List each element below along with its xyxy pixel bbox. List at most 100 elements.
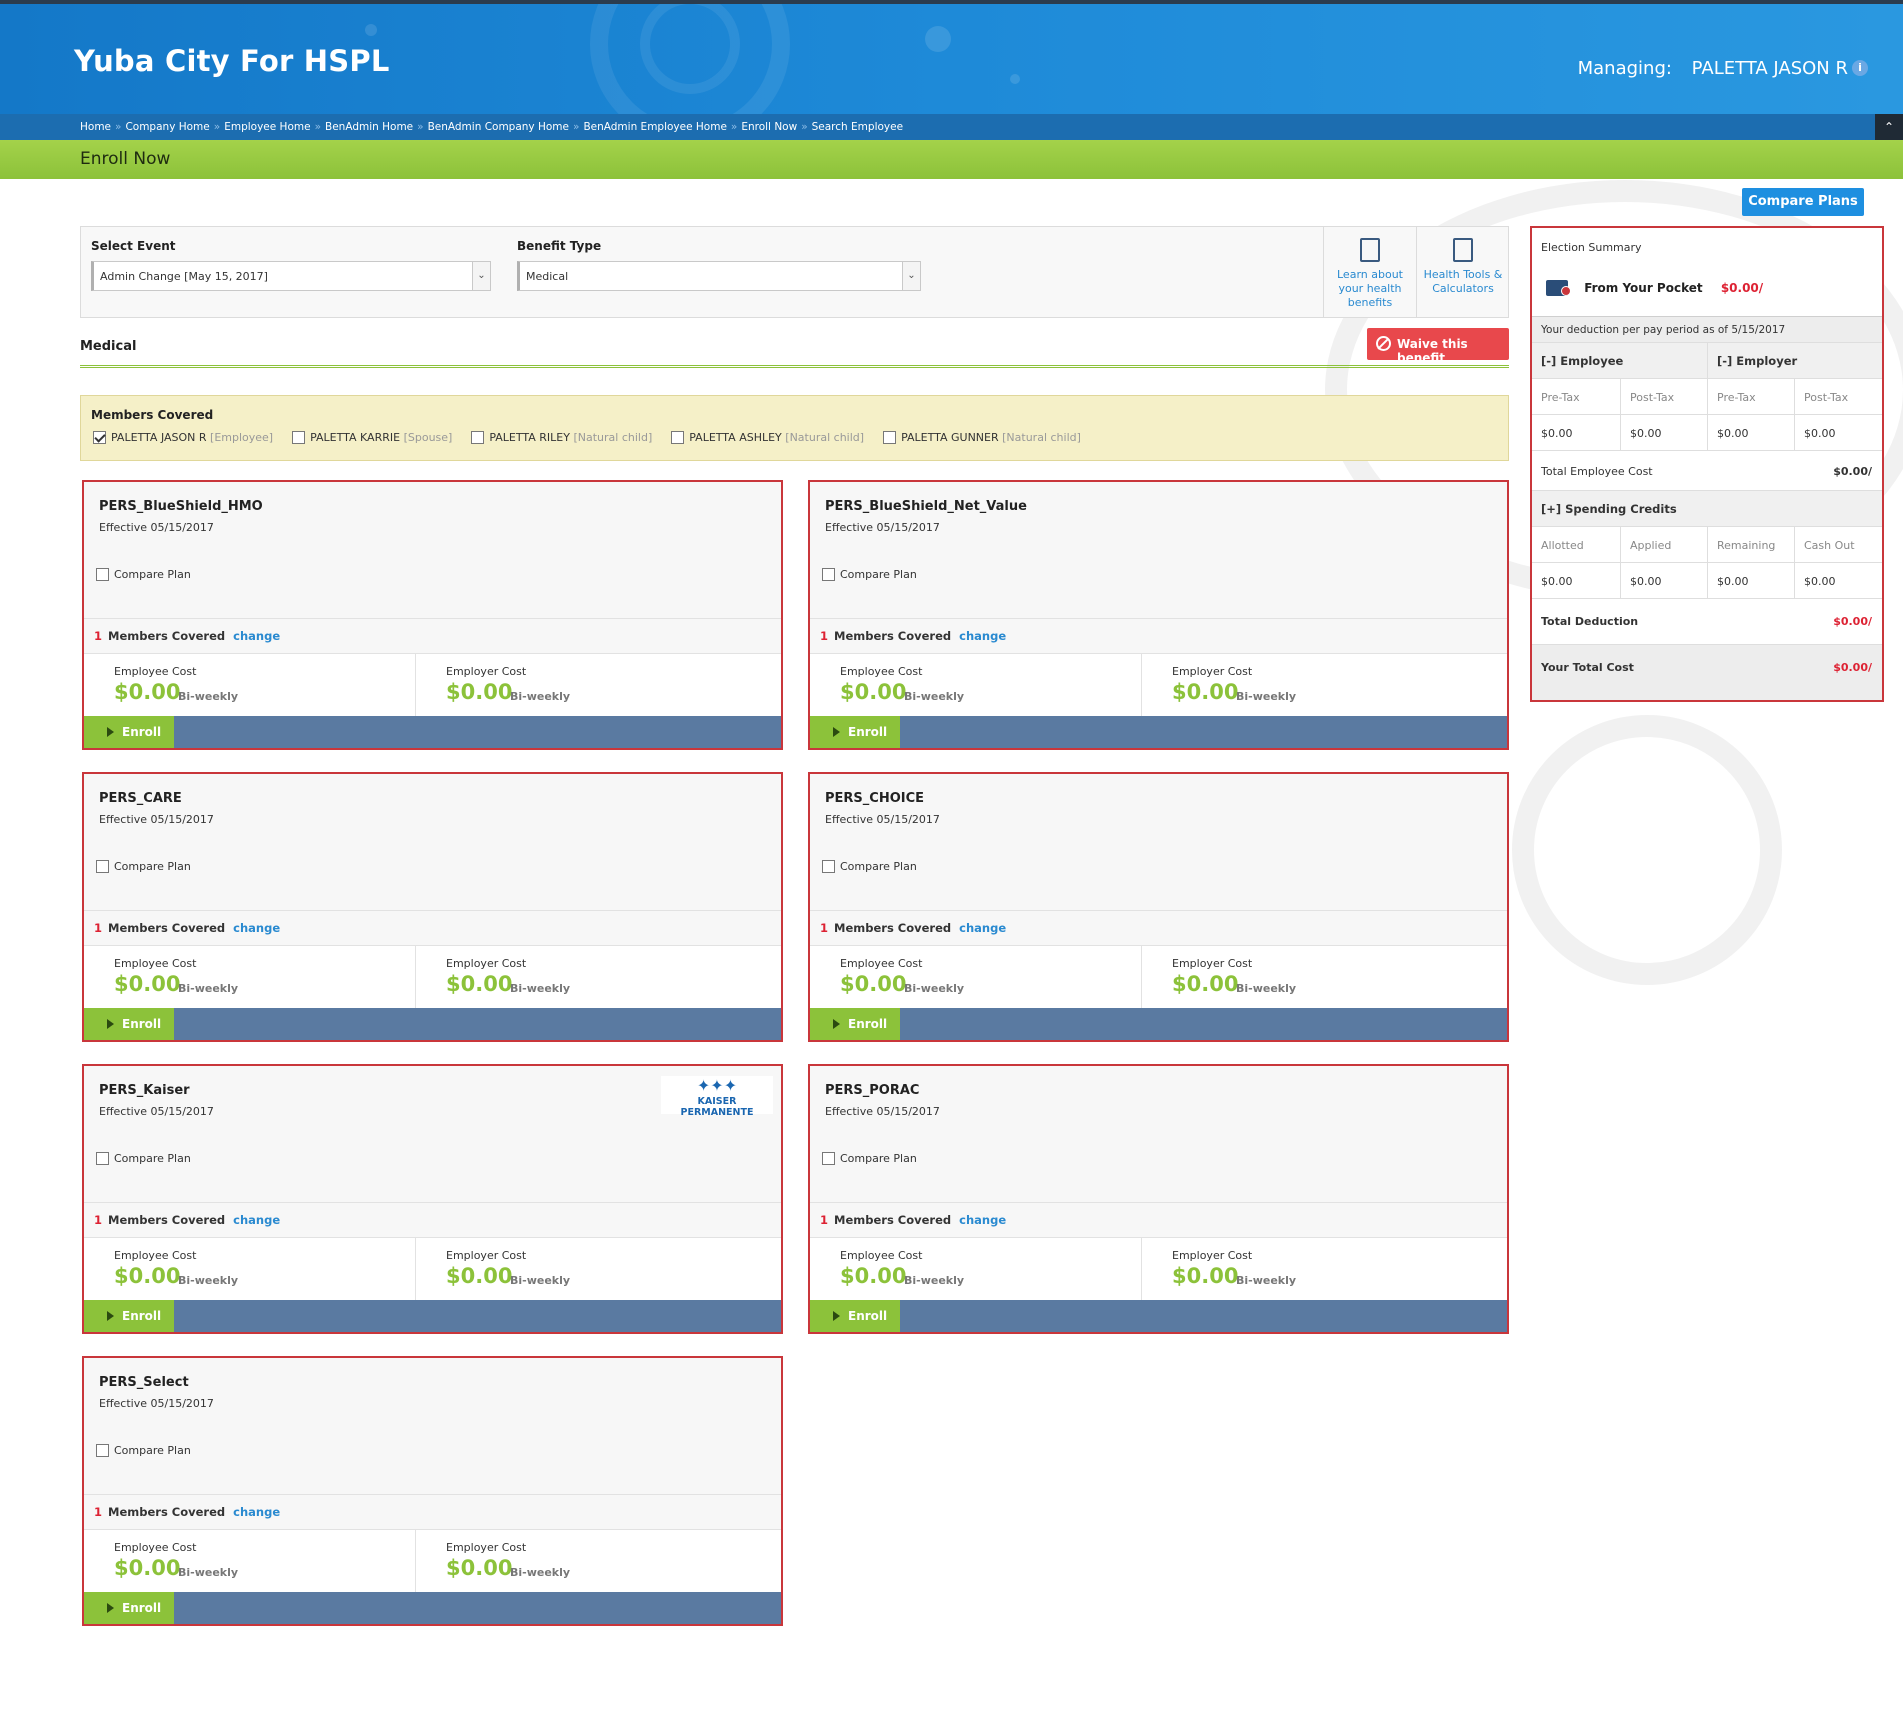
breadcrumb-link[interactable]: BenAdmin Employee Home (583, 121, 727, 133)
compare-plan-option: Compare Plan (96, 1444, 191, 1457)
plan-card: PERS_BlueShield_Net_Value Effective 05/15… (808, 480, 1509, 750)
breadcrumb-items: Home» Company Home» Employee Home» BenAdmin… (80, 121, 903, 133)
plan-effective-date: Effective 05/15/2017 (99, 1397, 214, 1410)
employer-header[interactable]: [-] Employer (1707, 343, 1882, 378)
waive-benefit-button[interactable]: Waive this benefit (1367, 328, 1509, 365)
learn-benefits-link[interactable]: Learn about your health benefits (1323, 227, 1416, 317)
from-pocket: From Your Pocket $0.00/ (1546, 280, 1763, 296)
members-covered-label: Members Covered (108, 629, 226, 643)
employee-cost: Employee Cost $0.00 Bi-weekly (84, 1238, 416, 1300)
breadcrumb-separator: » (801, 121, 808, 133)
employee-cost-label: Employee Cost (114, 957, 197, 970)
collapse-header-button[interactable]: ⌃ (1875, 114, 1903, 140)
compare-plan-checkbox[interactable] (822, 1152, 835, 1165)
enroll-button[interactable]: Enroll (810, 1008, 900, 1040)
employee-cost-label: Employee Cost (114, 1541, 197, 1554)
employee-cost-value: $0.00 (114, 1556, 181, 1580)
change-members-link[interactable]: change (233, 629, 281, 643)
plan-card: PERS_Select Effective 05/15/2017 Compare P… (82, 1356, 783, 1626)
total-deduction-row: Total Deduction $0.00/ (1532, 598, 1882, 644)
employee-pre-tax-label: Pre-Tax (1541, 391, 1580, 404)
plan-card: PERS_CHOICE Effective 05/15/2017 Compare P… (808, 772, 1509, 1042)
election-summary-title: Election Summary (1541, 241, 1642, 254)
allotted-value: $0.00 (1541, 575, 1573, 588)
election-summary: Election Summary From Your Pocket $0.00/… (1530, 226, 1884, 702)
members-list: PALETTA JASON R [Employee] PALETTA KARRIE… (93, 431, 1100, 444)
spending-credits-header[interactable]: [+] Spending Credits (1541, 502, 1677, 516)
compare-plan-label: Compare Plan (114, 568, 191, 581)
compare-plan-checkbox[interactable] (96, 568, 109, 581)
employee-cost-frequency: Bi-weekly (178, 690, 239, 703)
employer-post-tax-value: $0.00 (1794, 415, 1882, 450)
from-pocket-value: $0.00/ (1720, 281, 1764, 295)
employee-cost-value: $0.00 (840, 680, 907, 704)
compare-plan-checkbox[interactable] (822, 568, 835, 581)
breadcrumb-link[interactable]: Enroll Now (741, 121, 798, 133)
from-pocket-label: From Your Pocket (1584, 281, 1703, 295)
managing-name[interactable]: PALETTA JASON R (1691, 58, 1848, 79)
breadcrumb-separator: » (213, 121, 221, 133)
applied-value: $0.00 (1620, 563, 1707, 598)
employer-cost-value: $0.00 (446, 972, 513, 996)
info-icon[interactable]: i (1852, 60, 1868, 76)
member-checkbox[interactable] (292, 431, 306, 444)
member-checkbox[interactable] (883, 431, 897, 444)
compare-plan-checkbox[interactable] (96, 1152, 109, 1165)
enroll-button[interactable]: Enroll (810, 716, 900, 748)
plan-name: PERS_PORAC (825, 1083, 920, 1098)
spending-credits-row: [+] Spending Credits (1532, 490, 1882, 526)
plan-name: PERS_BlueShield_Net_Value (825, 499, 1027, 514)
change-members-link[interactable]: change (959, 1213, 1007, 1227)
enroll-button[interactable]: Enroll (84, 716, 174, 748)
employer-cost-value: $0.00 (1172, 972, 1239, 996)
tax-values-row: $0.00 $0.00 $0.00 $0.00 (1532, 414, 1882, 450)
breadcrumb-link[interactable]: Company Home (125, 121, 210, 133)
compare-plan-option: Compare Plan (96, 860, 191, 873)
benefit-type-dropdown[interactable]: Medical ⌄ (517, 261, 921, 291)
employee-cost-frequency: Bi-weekly (178, 1274, 239, 1287)
members-covered-row: 1 Members Covered change (810, 1202, 1507, 1238)
enroll-button[interactable]: Enroll (84, 1008, 174, 1040)
change-members-link[interactable]: change (959, 629, 1007, 643)
compare-plan-checkbox[interactable] (96, 1444, 109, 1457)
member-checkbox[interactable] (671, 431, 685, 444)
enroll-button[interactable]: Enroll (810, 1300, 900, 1332)
employee-cost-value: $0.00 (114, 680, 181, 704)
employer-cost: Employer Cost $0.00 Bi-weekly (416, 654, 748, 716)
change-members-link[interactable]: change (233, 1213, 281, 1227)
health-tools-link[interactable]: Health Tools & Calculators (1416, 227, 1509, 317)
compare-plan-checkbox[interactable] (822, 860, 835, 873)
employer-cost-frequency: Bi-weekly (510, 1566, 571, 1579)
benefit-type-value: Medical (526, 270, 569, 283)
enroll-button[interactable]: Enroll (84, 1592, 174, 1624)
applied-label: Applied (1620, 527, 1707, 562)
compare-plans-button[interactable]: Compare Plans (1742, 188, 1864, 216)
compare-plan-label: Compare Plan (114, 860, 191, 873)
compare-plan-checkbox[interactable] (96, 860, 109, 873)
change-members-link[interactable]: change (233, 1505, 281, 1519)
members-count: 1 (94, 1505, 103, 1519)
employee-cost-frequency: Bi-weekly (904, 982, 965, 995)
plan-name: PERS_BlueShield_HMO (99, 499, 263, 514)
breadcrumb-link[interactable]: Search Employee (811, 121, 904, 133)
member-item: PALETTA ASHLEY [Natural child] (671, 431, 864, 444)
enroll-button[interactable]: Enroll (84, 1300, 174, 1332)
member-checkbox[interactable] (471, 431, 485, 444)
compare-plan-label: Compare Plan (114, 1444, 191, 1457)
breadcrumb-link[interactable]: BenAdmin Home (325, 121, 414, 133)
credits-values-row: $0.00 $0.00 $0.00 $0.00 (1532, 562, 1882, 598)
plan-card: PERS_Kaiser Effective 05/15/2017 ✦✦✦ KAISER… (82, 1064, 783, 1334)
plan-card-footer: Enroll (84, 1008, 781, 1040)
breadcrumb-link[interactable]: Employee Home (224, 121, 311, 133)
member-relation: [Spouse] (403, 431, 453, 444)
member-checkbox[interactable] (93, 431, 106, 444)
select-event-dropdown[interactable]: Admin Change [May 15, 2017] ⌄ (91, 261, 491, 291)
breadcrumb-link[interactable]: Home (80, 121, 112, 133)
employee-header[interactable]: [-] Employee (1541, 354, 1624, 368)
members-covered-row: 1 Members Covered change (84, 1202, 781, 1238)
breadcrumb-link[interactable]: BenAdmin Company Home (427, 121, 569, 133)
change-members-link[interactable]: change (959, 921, 1007, 935)
members-count: 1 (820, 1213, 829, 1227)
change-members-link[interactable]: change (233, 921, 281, 935)
